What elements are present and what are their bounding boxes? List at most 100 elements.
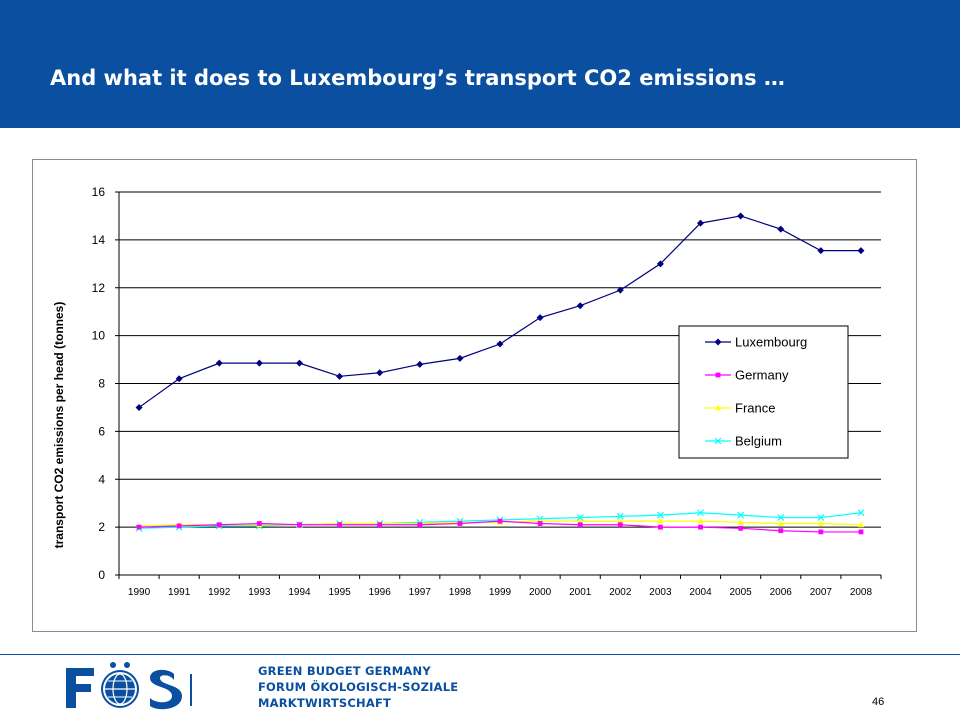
legend-item-germany: Germany — [705, 368, 789, 383]
data-point — [778, 528, 784, 534]
data-point — [818, 529, 824, 535]
data-point — [457, 521, 463, 526]
series-luxembourg — [135, 212, 865, 411]
axes: 0 2 4 6 8 10 12 14 16 1990 1991 1992 1993 1994 1995 199… — [92, 185, 882, 598]
data-point — [536, 314, 544, 322]
data-point — [858, 529, 864, 535]
y-tick-label: 16 — [92, 185, 106, 199]
data-point — [737, 511, 745, 519]
data-point — [577, 518, 584, 524]
data-point-stroke — [857, 509, 865, 517]
x-tick-label: 1992 — [208, 587, 231, 598]
data-point — [577, 522, 583, 528]
x-tick-label: 1993 — [248, 587, 271, 598]
data-point — [377, 522, 383, 528]
logo-line-1: GREEN BUDGET GERMANY — [258, 664, 431, 678]
data-point — [656, 260, 664, 268]
data-point-stroke — [616, 512, 624, 520]
data-point — [136, 524, 142, 530]
y-tick-label: 0 — [98, 568, 105, 582]
data-point — [777, 520, 784, 526]
legend-label: Luxembourg — [735, 335, 807, 350]
y-tick-label: 14 — [92, 233, 106, 247]
fos-logo-mark — [66, 662, 192, 710]
data-point-stroke — [777, 514, 785, 521]
data-point — [616, 512, 624, 520]
data-point — [697, 219, 705, 227]
x-tick-label: 2008 — [850, 587, 873, 598]
chart-area: 0 2 4 6 8 10 12 14 16 1990 1991 1992 1993 1994 1995 199… — [32, 159, 917, 632]
legend-label: France — [735, 401, 775, 416]
legend-box — [678, 325, 849, 459]
data-point — [715, 405, 721, 411]
x-tick-label: 1998 — [449, 587, 472, 598]
globe-icon — [101, 662, 139, 708]
data-point — [416, 360, 424, 368]
data-point — [576, 302, 584, 310]
x-tick-label: 1991 — [168, 587, 191, 598]
logo-line-2: FORUM ÖKOLOGISCH-SOZIALE — [258, 680, 459, 694]
x-tick-label: 1995 — [328, 587, 351, 598]
x-tick-label: 1999 — [489, 587, 512, 598]
logo-line-3: MARKTWIRTSCHAFT — [258, 696, 392, 710]
data-point — [215, 359, 223, 367]
data-point — [857, 521, 864, 528]
data-point — [216, 522, 222, 528]
line-chart: 0 2 4 6 8 10 12 14 16 1990 1991 1992 1993 1994 1995 199… — [52, 185, 882, 598]
data-point — [737, 519, 744, 525]
data-point — [737, 212, 745, 220]
y-tick-label: 8 — [98, 377, 105, 391]
legend-item-france: France — [705, 401, 775, 416]
x-tick-label: 2005 — [730, 587, 753, 598]
data-point — [617, 522, 623, 528]
header-bar: And what it does to Luxembourg’s transpo… — [0, 0, 960, 128]
data-point — [255, 359, 263, 367]
x-tick-label: 2003 — [649, 587, 672, 598]
data-point — [777, 514, 785, 521]
x-tick-label: 1990 — [128, 587, 151, 598]
data-point-stroke — [656, 511, 664, 519]
series-germany — [136, 518, 864, 535]
y-tick-label: 4 — [98, 472, 105, 486]
data-point — [658, 524, 663, 530]
data-point — [456, 354, 464, 362]
data-point — [497, 518, 503, 524]
data-point — [817, 247, 825, 255]
x-tick-label: 1996 — [369, 587, 392, 598]
legend: Luxembourg Germany France Belgium — [678, 325, 849, 459]
legend-label: Germany — [735, 368, 789, 383]
legend-item-luxembourg: Luxembourg — [705, 335, 807, 350]
data-point — [817, 514, 825, 521]
data-point — [135, 403, 143, 411]
data-point — [715, 372, 721, 378]
data-point — [617, 518, 624, 524]
data-point — [376, 369, 384, 377]
legend-label: Belgium — [735, 434, 782, 449]
x-tick-label: 2004 — [689, 587, 712, 598]
data-point — [537, 521, 543, 526]
data-point — [496, 340, 504, 348]
gridlines — [119, 191, 881, 576]
data-point — [656, 511, 664, 519]
data-point — [297, 522, 302, 528]
data-point-stroke — [576, 514, 584, 521]
data-point — [697, 509, 704, 517]
x-tick-label: 1997 — [409, 587, 432, 598]
data-point-stroke — [737, 511, 745, 519]
data-point — [697, 518, 704, 524]
y-tick-label: 10 — [92, 329, 106, 343]
data-point-stroke — [817, 514, 825, 521]
legend-item-belgium: Belgium — [705, 434, 782, 449]
data-point — [576, 514, 584, 521]
y-tick-label: 12 — [92, 281, 106, 295]
slide-title: And what it does to Luxembourg’s transpo… — [50, 66, 785, 90]
series — [135, 212, 865, 535]
x-tick-label: 2000 — [529, 587, 552, 598]
data-point — [657, 518, 664, 524]
data-point — [777, 225, 785, 233]
data-point — [738, 525, 744, 531]
x-tick-label: 2001 — [569, 587, 592, 598]
y-tick-label: 6 — [98, 424, 105, 438]
page-number: 46 — [872, 696, 885, 708]
x-tick-label: 1994 — [288, 587, 311, 598]
